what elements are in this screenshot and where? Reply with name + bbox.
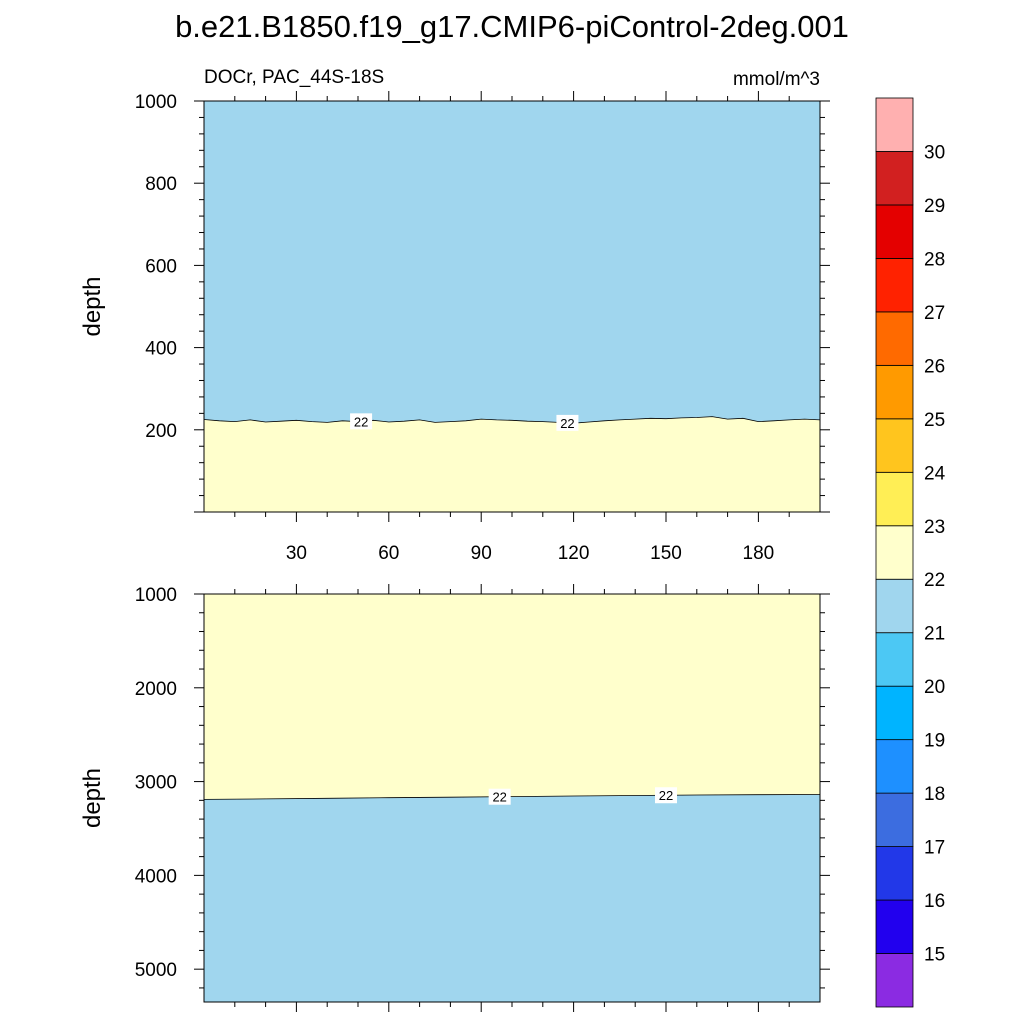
- colorbar-label: 18: [924, 784, 945, 805]
- contour-label: 22: [492, 790, 506, 805]
- colorbar-swatch: [875, 525, 914, 580]
- colorbar-swatch: [875, 311, 914, 366]
- y-tick-label: 400: [145, 339, 177, 360]
- colorbar-label: 25: [924, 410, 945, 431]
- colorbar: 15 16 17 18 19 20 21 22 23 24 25 26 27 28 29 30: [875, 97, 946, 1008]
- colorbar-swatch: [875, 953, 914, 1008]
- colorbar-label: 23: [924, 517, 945, 538]
- colorbar-swatch: [875, 739, 914, 794]
- y-tick-label: 3000: [135, 773, 177, 794]
- y-tick-label: 5000: [135, 960, 177, 981]
- x-tick-label: 120: [558, 543, 590, 564]
- contour-label: 22: [354, 414, 368, 429]
- x-tick-label: 90: [471, 543, 492, 564]
- colorbar-label: 17: [924, 838, 945, 859]
- y-tick-label: 600: [145, 256, 177, 277]
- colorbar-label: 22: [924, 570, 945, 591]
- x-tick-label: 180: [743, 543, 775, 564]
- colorbar-swatch: [875, 151, 914, 206]
- colorbar-swatch: [875, 204, 914, 259]
- colorbar-swatch: [875, 97, 914, 152]
- colorbar-label: 19: [924, 731, 945, 752]
- panel-subtitle-left: DOCr, PAC_44S-18S: [204, 67, 384, 88]
- colorbar-swatch: [875, 364, 914, 420]
- colorbar-label: 30: [924, 142, 945, 163]
- contour-label-bg: [655, 787, 677, 804]
- colorbar-swatch: [875, 685, 914, 741]
- colorbar-label: 26: [924, 356, 945, 377]
- region-22-23: [204, 594, 820, 800]
- region-21-22: [204, 101, 820, 424]
- y-tick-label: 1000: [135, 585, 177, 606]
- y-axis-label: depth: [79, 276, 106, 336]
- colorbar-swatch: [875, 578, 914, 634]
- contour-label-bg: [350, 413, 373, 430]
- colorbar-label: 16: [924, 891, 945, 912]
- contour-label-bg: [488, 788, 511, 805]
- colorbar-swatch: [875, 258, 914, 313]
- colorbar-swatch: [875, 632, 914, 687]
- contour-label-bg: [556, 414, 579, 431]
- colorbar-swatch: [875, 471, 914, 527]
- y-tick-label: 200: [145, 421, 177, 442]
- colorbar-swatch: [875, 846, 914, 901]
- contour-line-22: [203, 416, 821, 424]
- colorbar-label: 21: [924, 624, 945, 645]
- colorbar-label: 29: [924, 196, 945, 217]
- y-axis-label: depth: [79, 768, 106, 828]
- colorbar-swatch: [875, 899, 914, 954]
- colorbar-label: 20: [924, 677, 945, 698]
- contour-label: 22: [560, 416, 574, 431]
- y-tick-label: 800: [145, 174, 177, 195]
- y-tick-label: 4000: [135, 866, 177, 887]
- colorbar-label: 24: [924, 463, 946, 484]
- colorbar-swatch: [875, 792, 914, 847]
- colorbar-label: 15: [924, 945, 945, 966]
- lower-panel: 22 22 1000 2000 3000 4000 5000 depth: [79, 584, 830, 1012]
- figure-title: b.e21.B1850.f19_g17.CMIP6-piControl-2deg…: [175, 9, 849, 44]
- panel-subtitle-units: mmol/m^3: [733, 69, 820, 90]
- upper-panel: 22 22 30 60 90 120 150 180 200 400 600 800 1000 depth: [79, 91, 830, 564]
- contour-line-22: [203, 794, 821, 800]
- y-tick-label: 2000: [135, 679, 177, 700]
- colorbar-swatch: [875, 418, 914, 473]
- x-tick-label: 60: [378, 543, 399, 564]
- x-tick-label: 30: [286, 543, 307, 564]
- y-tick-label: 1000: [135, 92, 177, 113]
- x-tick-label: 150: [650, 543, 682, 564]
- colorbar-label: 28: [924, 249, 945, 270]
- colorbar-label: 27: [924, 303, 945, 324]
- contour-label: 22: [659, 788, 673, 803]
